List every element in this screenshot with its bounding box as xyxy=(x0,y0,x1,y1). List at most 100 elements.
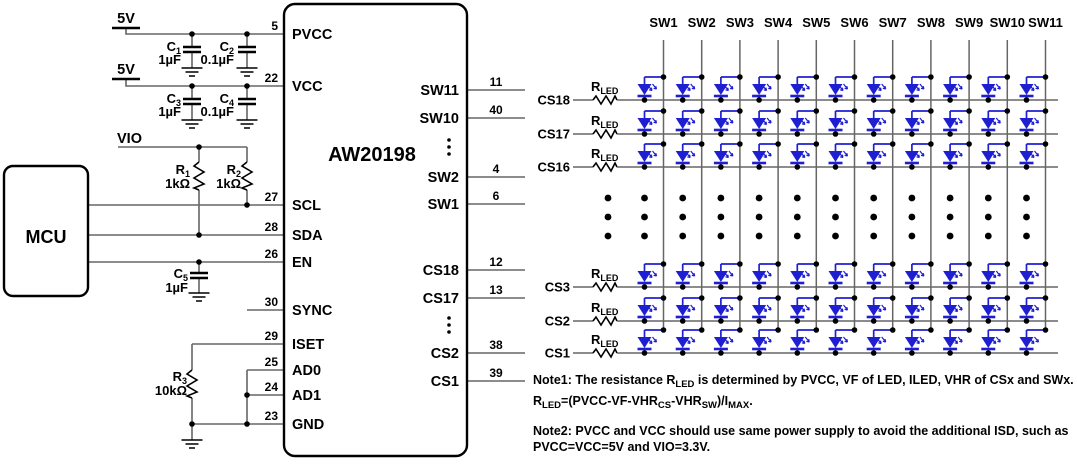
driver-schematic: MCU AW20198 5V 5V VIO C1 1µF C2 0.1µF C3… xyxy=(2,2,525,458)
led xyxy=(674,106,706,139)
led xyxy=(941,293,974,326)
led xyxy=(674,139,706,172)
matrix-ellipsis-dot xyxy=(679,194,687,202)
matrix-ellipsis-dot xyxy=(679,232,687,240)
pin-name-pvcc: PVCC xyxy=(292,27,333,43)
c5-ref: C5 xyxy=(174,266,188,283)
pin-num-vcc: 22 xyxy=(265,71,279,85)
c3-value: 1µF xyxy=(158,104,181,119)
ground-symbols xyxy=(181,67,258,449)
rled-label: RLED xyxy=(591,113,619,130)
matrix-ellipsis-dot xyxy=(832,194,839,202)
matrix-ellipsis-dot xyxy=(908,194,916,202)
led xyxy=(788,259,821,292)
led xyxy=(674,325,706,358)
led xyxy=(1018,106,1050,139)
matrix-ellipsis-dot xyxy=(793,213,801,221)
led xyxy=(865,259,897,292)
cs-label: CS17 xyxy=(537,127,570,142)
pin-name-cs1: CS1 xyxy=(431,374,459,390)
led xyxy=(674,293,706,326)
subscript: SW xyxy=(701,400,717,411)
text-segment: Note2: PVCC and VCC should use same powe… xyxy=(533,424,1069,454)
led xyxy=(941,106,974,139)
matrix-ellipsis-dot xyxy=(755,194,763,202)
rled-resistor xyxy=(592,94,618,106)
resistor-r3-zigzag xyxy=(184,369,199,399)
cs-label: CS2 xyxy=(545,314,570,329)
rled-label: RLED xyxy=(591,300,619,317)
pin-num-cs1: 39 xyxy=(489,366,503,380)
r1-value: 1kΩ xyxy=(165,176,190,191)
matrix-ellipsis-dot xyxy=(984,232,992,240)
r1-ref: R1 xyxy=(176,162,190,179)
text-segment: . xyxy=(749,394,753,408)
c2-ref: C2 xyxy=(220,39,234,56)
led xyxy=(636,325,668,358)
text-segment: Note1: The resistance R xyxy=(533,373,676,387)
matrix-ellipsis-dot xyxy=(908,232,916,240)
led xyxy=(827,259,859,292)
r2-ref: R2 xyxy=(227,162,241,179)
text-segment: is determined by PVCC, VF of LED, ILED, … xyxy=(533,373,1074,408)
led xyxy=(941,139,974,172)
led xyxy=(750,106,783,139)
led xyxy=(903,106,936,139)
matrix-ellipsis-dot xyxy=(793,194,801,202)
pin-name-cs18: CS18 xyxy=(423,263,459,279)
led xyxy=(788,293,821,326)
pin-num-sync: 30 xyxy=(265,295,279,309)
pin-name-sw1: SW1 xyxy=(428,197,459,213)
matrix-ellipsis-dot xyxy=(1023,194,1030,202)
resistor-r2-zigzag xyxy=(239,161,254,191)
matrix-ellipsis-dot xyxy=(984,194,992,202)
rled-label: RLED xyxy=(591,79,619,96)
pin-num-pvcc: 5 xyxy=(271,19,278,33)
cs-label: CS18 xyxy=(537,93,570,108)
led xyxy=(979,325,1012,358)
cs-label: CS16 xyxy=(537,160,570,175)
rled-resistor xyxy=(592,347,618,359)
led xyxy=(903,139,936,172)
led xyxy=(674,259,706,292)
matrix-ellipsis-dot xyxy=(946,194,954,202)
supply-rail-bars xyxy=(112,26,140,81)
sw-label: SW4 xyxy=(764,15,793,30)
led xyxy=(636,259,668,292)
matrix-ellipsis-dot xyxy=(717,194,725,202)
pin-name-sw2: SW2 xyxy=(428,170,459,186)
subscript: LED xyxy=(542,400,562,411)
led xyxy=(788,106,821,139)
led xyxy=(750,293,783,326)
sw-pins-ellipsis xyxy=(447,138,451,156)
c1-value: 1µF xyxy=(158,52,181,67)
pin-name-sw11: SW11 xyxy=(420,83,459,99)
matrix-ellipsis-dot xyxy=(946,213,954,221)
matrix-ellipsis-dot xyxy=(679,213,687,221)
matrix-ellipsis-dot xyxy=(908,213,916,221)
wires xyxy=(87,28,525,440)
matrix-ellipsis-dot xyxy=(641,194,648,202)
led xyxy=(827,325,859,358)
r3-ref: R3 xyxy=(173,369,187,386)
c4-ref: C4 xyxy=(220,91,234,108)
led xyxy=(712,139,745,172)
sw-label: SW9 xyxy=(955,15,983,30)
led xyxy=(979,72,1012,105)
matrix-ellipsis-dot xyxy=(755,213,763,221)
c3-ref: C3 xyxy=(167,91,181,108)
pvcc-rail-label: 5V xyxy=(117,11,135,27)
chip-label: AW20198 xyxy=(328,144,416,166)
pin-num-sda: 28 xyxy=(265,220,279,234)
led xyxy=(979,259,1012,292)
pin-num-gnd: 23 xyxy=(265,409,279,423)
led xyxy=(827,72,859,105)
led xyxy=(1018,139,1050,172)
led xyxy=(979,293,1012,326)
cs-label: CS1 xyxy=(545,346,570,361)
pin-num-en: 26 xyxy=(265,247,279,261)
led xyxy=(827,106,859,139)
led xyxy=(750,325,783,358)
pin-num-cs18: 12 xyxy=(489,255,503,269)
